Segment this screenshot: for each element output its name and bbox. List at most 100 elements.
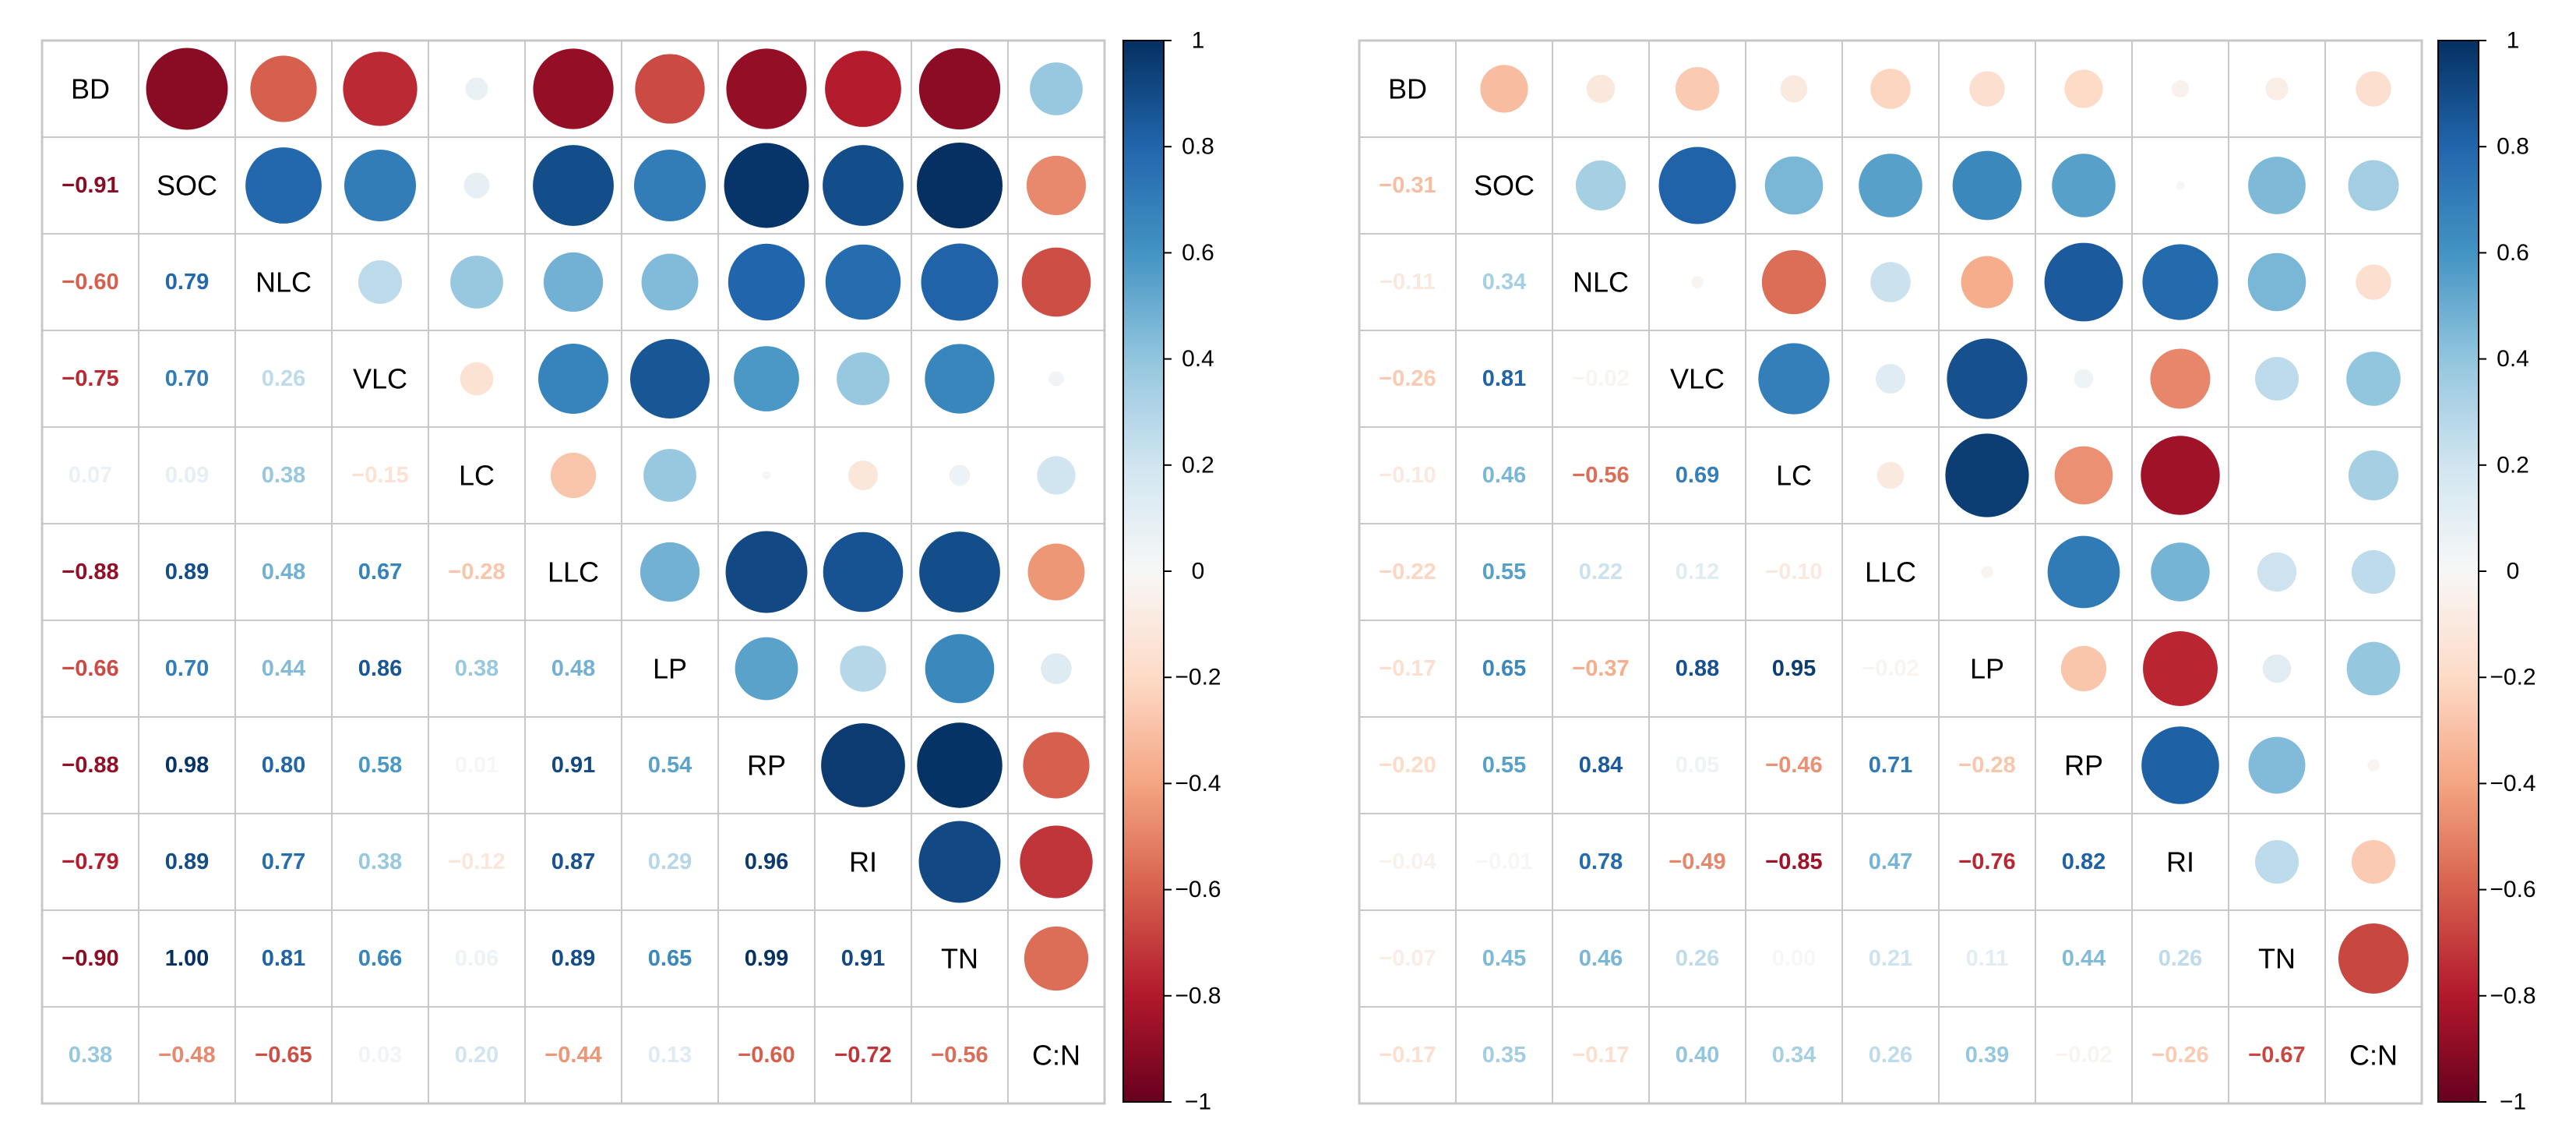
grid-cell — [1938, 1006, 2036, 1104]
colorbar-tick-label: −0.6 — [2490, 877, 2535, 902]
correlation-value: −0.01 — [1475, 849, 1532, 874]
correlation-value: 0.91 — [841, 946, 885, 971]
variable-label-tn: TN — [2258, 943, 2296, 975]
grid-cell — [2228, 330, 2326, 428]
colorbar-tick-label: −0.2 — [2490, 665, 2535, 690]
correlation-value: −0.28 — [1958, 753, 2015, 778]
grid-cell — [41, 523, 139, 621]
grid-cell — [524, 523, 622, 621]
grid-cell — [331, 716, 429, 814]
correlation-value: −0.37 — [1572, 656, 1629, 681]
correlation-circle — [2262, 654, 2292, 683]
grid-cell — [1648, 909, 1746, 1008]
grid-cell — [1841, 909, 1940, 1008]
grid-cell — [814, 813, 912, 911]
correlation-circle — [848, 460, 879, 491]
correlation-value: −0.26 — [2151, 1043, 2208, 1068]
variable-label-bd: BD — [71, 73, 110, 105]
colorbar-tick-label: −0.4 — [1175, 771, 1221, 796]
correlation-circle — [2176, 181, 2185, 190]
variable-label-rp: RP — [2064, 750, 2103, 782]
correlation-value: −0.65 — [255, 1043, 312, 1068]
correlation-circle — [2064, 69, 2103, 108]
correlation-value: 0.98 — [165, 753, 209, 778]
correlation-value: 0.09 — [165, 463, 209, 488]
correlation-circle — [2248, 736, 2306, 794]
correlation-circle — [1026, 155, 1087, 216]
correlation-circle — [2141, 726, 2219, 804]
correlation-value: 0.69 — [1676, 463, 1719, 488]
correlation-value: 0.03 — [358, 1043, 402, 1068]
grid-cell — [2228, 909, 2326, 1008]
correlation-circle — [823, 531, 904, 613]
grid-cell — [1938, 620, 2036, 718]
correlation-circle — [2257, 552, 2297, 592]
correlation-circle — [728, 243, 805, 321]
correlation-value: 0.44 — [2062, 946, 2106, 971]
grid-cell — [2035, 813, 2133, 911]
grid-cell — [41, 233, 139, 331]
grid-cell — [138, 716, 236, 814]
correlation-value: 0.79 — [165, 270, 209, 295]
grid-cell — [138, 426, 236, 524]
variable-label-llc: LLC — [548, 556, 599, 588]
grid-cell — [717, 813, 816, 911]
grid-cell — [1938, 909, 2036, 1008]
grid-cell — [331, 909, 429, 1008]
grid-cell — [2131, 1006, 2229, 1104]
correlation-circle — [343, 51, 418, 126]
correlation-circle — [635, 54, 705, 124]
correlation-circle — [2351, 839, 2396, 884]
correlation-value: 0.82 — [2062, 849, 2106, 874]
correlation-circle — [1041, 653, 1072, 684]
correlation-circle — [2367, 759, 2380, 771]
grid-cell — [2228, 426, 2326, 524]
colorbar-tick-label: −0.6 — [1175, 877, 1221, 902]
correlation-circle — [1480, 65, 1528, 113]
grid-border — [1358, 39, 2423, 1105]
correlation-value: −0.02 — [1572, 366, 1629, 391]
correlation-circle — [1691, 276, 1704, 288]
correlation-value: 0.48 — [551, 656, 595, 681]
variable-label-soc: SOC — [157, 170, 217, 202]
correlation-circle — [2346, 641, 2401, 696]
colorbar-tick-label: −1 — [2500, 1089, 2526, 1115]
grid-cell — [41, 813, 139, 911]
colorbar-tick-label: −0.8 — [2490, 983, 2535, 1008]
grid-cell — [41, 716, 139, 814]
correlation-value: 0.99 — [745, 946, 788, 971]
correlation-value: 0.66 — [358, 946, 402, 971]
grid-cell — [234, 620, 333, 718]
correlation-circle — [2348, 450, 2399, 501]
correlation-circle — [1969, 71, 2005, 107]
correlation-circle — [1764, 156, 1824, 215]
variable-label-soc: SOC — [1474, 170, 1535, 202]
correlation-value: −0.20 — [1379, 753, 1436, 778]
correlation-value: −0.11 — [1380, 270, 1436, 295]
variable-label-ri: RI — [2166, 846, 2194, 878]
variable-label-c-n: C:N — [2349, 1040, 2398, 1072]
correlation-circle — [1575, 160, 1626, 211]
correlation-value: 0.71 — [1869, 753, 1912, 778]
correlation-circle — [735, 637, 798, 701]
colorbar — [2437, 40, 2479, 1103]
colorbar-tick-label: 0.6 — [1182, 240, 1214, 266]
grid-cell — [138, 620, 236, 718]
grid-cell — [41, 136, 139, 235]
correlation-circle — [2338, 923, 2409, 994]
correlation-value: 0.11 — [1966, 946, 2009, 971]
grid-cell — [1455, 620, 1553, 718]
correlation-circle — [2060, 645, 2107, 692]
correlation-circle — [921, 243, 999, 321]
colorbar-tick-label: −0.2 — [1175, 665, 1221, 690]
grid-cell — [1745, 620, 1843, 718]
correlation-value: 0.47 — [1869, 849, 1912, 874]
colorbar-tick-label: 0 — [2507, 559, 2520, 584]
variable-label-nlc: NLC — [1573, 267, 1629, 298]
correlation-value: 0.13 — [648, 1043, 692, 1068]
variable-label-tn: TN — [941, 943, 978, 975]
grid-cell — [1552, 233, 1650, 331]
grid-cell — [814, 1006, 912, 1104]
correlation-value: 0.21 — [1869, 946, 1912, 971]
correlation-circle — [917, 143, 1003, 228]
